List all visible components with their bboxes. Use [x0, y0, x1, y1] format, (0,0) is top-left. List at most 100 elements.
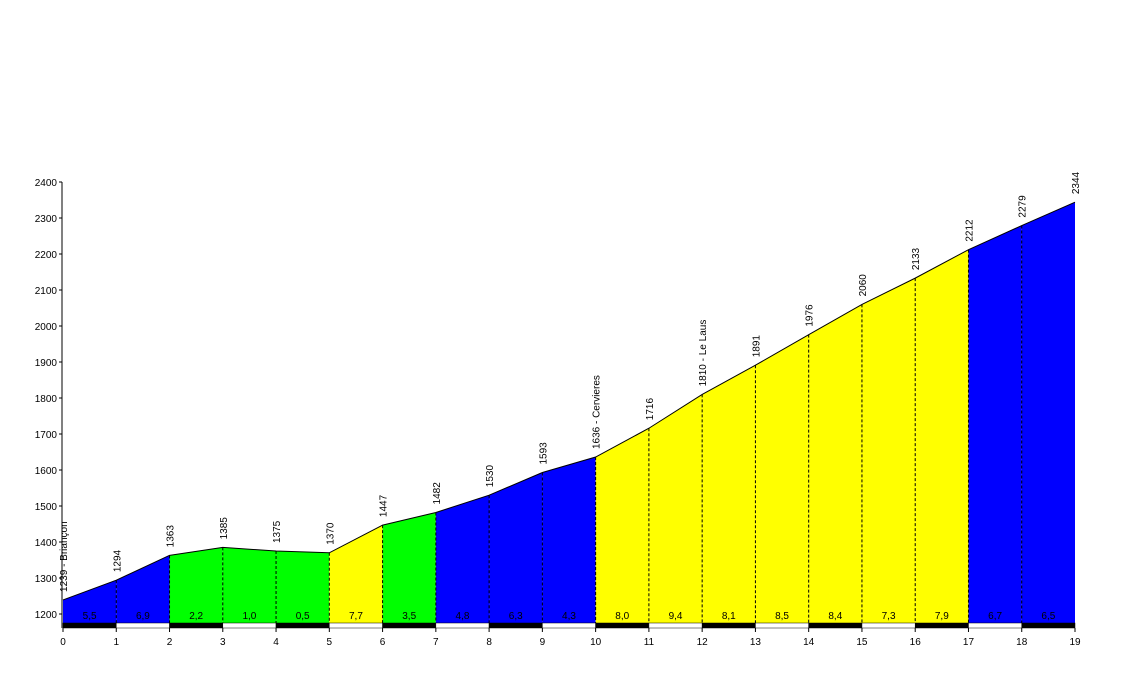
- x-tick-label: 10: [590, 637, 602, 648]
- x-tick-label: 7: [433, 637, 439, 648]
- y-tick-label: 1600: [35, 466, 58, 477]
- elevation-label: 1447: [379, 494, 390, 517]
- x-tick-label: 0: [60, 637, 66, 648]
- x-tick-label: 15: [856, 637, 868, 648]
- segment-area: [169, 547, 223, 623]
- gradient-label: 7,3: [882, 611, 896, 622]
- x-tick-label: 4: [273, 637, 279, 648]
- gradient-label: 6,7: [988, 611, 1002, 622]
- gradient-label: 4,3: [562, 611, 576, 622]
- km-strip: [968, 622, 1022, 629]
- x-tick-label: 11: [644, 637, 655, 648]
- segment-area: [435, 495, 490, 623]
- y-tick-label: 1200: [35, 610, 58, 621]
- elevation-label: 1593: [538, 442, 549, 465]
- x-tick-label: 12: [697, 637, 709, 648]
- elevation-label: 1716: [645, 398, 656, 421]
- km-strip: [222, 622, 277, 629]
- segment-area: [595, 428, 649, 623]
- km-strip: [62, 622, 117, 629]
- elevation-label: 1375: [272, 520, 283, 543]
- segment-area: [382, 512, 436, 623]
- y-tick-label: 2400: [35, 178, 58, 189]
- gradient-label: 8,1: [722, 611, 736, 622]
- y-tick-label: 1500: [35, 502, 58, 513]
- x-tick-label: 6: [380, 637, 386, 648]
- x-tick-label: 5: [327, 637, 333, 648]
- km-strip: [382, 622, 437, 629]
- segment-area: [648, 394, 703, 623]
- segment-area: [755, 334, 809, 623]
- elevation-label: 1385: [219, 517, 230, 540]
- elevation-label: 1239 - Briançon: [59, 521, 70, 592]
- x-tick-label: 1: [113, 637, 119, 648]
- profile-line: [62, 201, 1076, 601]
- elevation-label: 1891: [751, 335, 762, 358]
- elevation-label: 1363: [166, 525, 177, 548]
- x-tick-label: 18: [1016, 637, 1028, 648]
- elevation-label: 2133: [911, 247, 922, 270]
- segment-area: [276, 551, 330, 623]
- x-tick-label: 16: [910, 637, 922, 648]
- y-tick-label: 1400: [35, 538, 58, 549]
- segment-area: [542, 457, 596, 623]
- y-tick-label: 1700: [35, 430, 58, 441]
- elevation-label: 2344: [1071, 171, 1082, 194]
- y-tick-label: 2100: [35, 286, 58, 297]
- y-tick-label: 2300: [35, 214, 58, 225]
- km-strip: [435, 622, 490, 629]
- elevation-label: 1482: [432, 482, 443, 505]
- segment-area: [489, 472, 543, 623]
- km-strip: [116, 622, 170, 629]
- segment-area: [702, 365, 756, 623]
- y-tick-label: 1900: [35, 358, 58, 369]
- y-tick-label: 2000: [35, 322, 58, 333]
- km-strip: [275, 622, 330, 629]
- y-tick-label: 2200: [35, 250, 58, 261]
- gradient-label: 6,9: [136, 611, 150, 622]
- x-tick-label: 8: [486, 637, 492, 648]
- segment-area: [861, 278, 916, 623]
- gradient-label: 7,9: [935, 611, 949, 622]
- gradient-label: 3,5: [402, 611, 416, 622]
- gradient-label: 0,5: [296, 611, 310, 622]
- gradient-label: 8,0: [615, 611, 629, 622]
- gradient-label: 6,5: [1041, 611, 1055, 622]
- x-tick-label: 13: [750, 637, 762, 648]
- elevation-label: 2212: [964, 219, 975, 242]
- x-tick-label: 19: [1069, 637, 1081, 648]
- segment-area: [1021, 202, 1075, 623]
- gradient-label: 8,5: [775, 611, 789, 622]
- km-strip: [808, 622, 863, 629]
- elevation-label: 1810 - Le Laus: [698, 320, 709, 387]
- x-tick-label: 17: [963, 637, 975, 648]
- km-strip: [1021, 622, 1076, 629]
- x-tick-label: 14: [803, 637, 815, 648]
- x-tick-label: 2: [167, 637, 173, 648]
- gradient-label: 5,5: [83, 611, 97, 622]
- km-strip: [861, 622, 916, 629]
- y-tick-label: 1800: [35, 394, 58, 405]
- km-strip: [595, 622, 650, 629]
- x-tick-label: 3: [220, 637, 226, 648]
- km-strip: [169, 622, 224, 629]
- x-tick-label: 9: [540, 637, 546, 648]
- gradient-label: 4,8: [456, 611, 470, 622]
- gradient-label: 2,2: [189, 611, 203, 622]
- km-strip: [488, 622, 543, 629]
- gradient-label: 7,7: [349, 611, 363, 622]
- km-strip: [648, 622, 703, 629]
- elevation-label: 2060: [858, 274, 869, 297]
- km-strip: [755, 622, 809, 629]
- segment-area: [63, 580, 117, 623]
- elevation-label: 1370: [325, 522, 336, 545]
- elevation-label: 1636 - Cervieres: [592, 375, 603, 449]
- segment-area: [222, 547, 277, 623]
- elevation-label: 2279: [1018, 195, 1029, 218]
- segment-area: [808, 304, 862, 623]
- elevation-label: 1294: [112, 549, 123, 572]
- y-tick-label: 1300: [35, 574, 58, 585]
- segment-area: [329, 525, 383, 623]
- segment-area: [116, 555, 170, 623]
